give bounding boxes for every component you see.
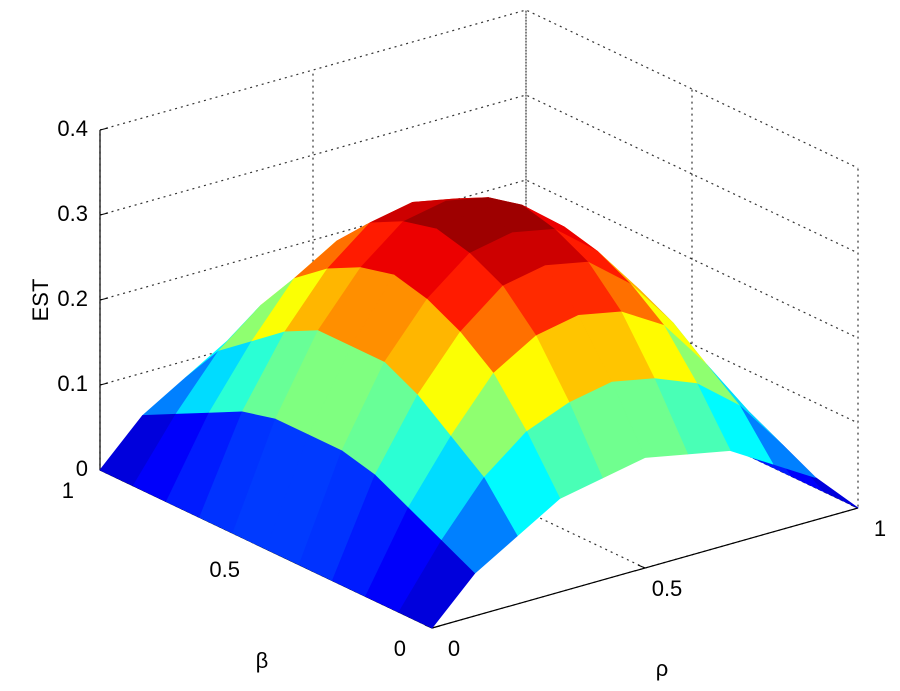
z-tick-label: 0 bbox=[76, 456, 88, 481]
z-axis-label: EST bbox=[28, 279, 53, 322]
y-tick-label: 0 bbox=[394, 636, 406, 661]
z-tick-label: 0.4 bbox=[57, 116, 88, 141]
z-tick-label: 0.1 bbox=[57, 371, 88, 396]
x-axis-label: ρ bbox=[656, 656, 669, 681]
grid-line bbox=[99, 9, 859, 169]
z-tick-label: 0.3 bbox=[57, 201, 88, 226]
z-tick bbox=[99, 127, 109, 131]
x-tick-label: 1 bbox=[874, 516, 886, 541]
z-tick bbox=[99, 297, 109, 301]
z-tick bbox=[99, 382, 109, 386]
z-tick-label: 0.2 bbox=[57, 286, 88, 311]
y-tick-label: 1 bbox=[62, 478, 74, 503]
axis-line bbox=[431, 507, 859, 629]
x-tick bbox=[637, 564, 646, 569]
x-tick-label: 0 bbox=[448, 636, 460, 661]
x-tick-label: 0.5 bbox=[652, 576, 683, 601]
z-tick bbox=[99, 212, 109, 216]
y-tick-label: 0.5 bbox=[209, 557, 240, 582]
y-axis-label: β bbox=[256, 648, 269, 673]
surface-patch bbox=[398, 540, 476, 629]
